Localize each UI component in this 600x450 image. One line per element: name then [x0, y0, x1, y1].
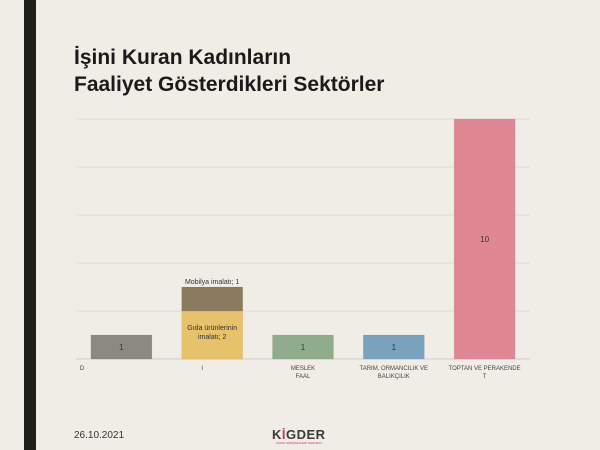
- x-tick-label: TARIM, ORMANCILIK VE BALIKÇILIK: [360, 366, 429, 380]
- bar-segment: [272, 334, 334, 360]
- logo-subtitle: KADIN GİRİŞİMCİLERİ DERNEĞİ: [276, 441, 322, 445]
- x-tick-label: MESLEK FAAL: [291, 366, 315, 380]
- bar-data-label: 1: [301, 343, 306, 352]
- logo: KİGDER: [272, 427, 326, 442]
- bar-segment: [181, 286, 243, 312]
- x-tick-label: I: [201, 366, 203, 372]
- bar-segment: [181, 310, 243, 360]
- bar-segment: [363, 334, 425, 360]
- logo-text-left: K: [272, 427, 282, 442]
- bar-data-label: Mobilya imalatı; 1: [185, 279, 240, 286]
- slide-title: İşini Kuran Kadınların Faaliyet Gösterdi…: [74, 44, 384, 98]
- bar-segment: [453, 118, 516, 360]
- title-line-2: Faaliyet Gösterdikleri Sektörler: [74, 73, 385, 96]
- x-tick-label: D: [80, 366, 85, 372]
- bar-data-label: Gıda ürünlerinin imalatı; 2: [187, 325, 237, 341]
- bar-data-label: 1: [119, 343, 124, 352]
- bar-data-label: 1: [392, 343, 397, 352]
- logo-text-accent: İ: [281, 427, 287, 442]
- bar-data-label: 10: [480, 235, 489, 244]
- x-tick-label: TOPTAN VE PERAKENDE T: [449, 366, 521, 380]
- title-line-1: İşini Kuran Kadınların: [74, 46, 292, 69]
- footer-date: 26.10.2021: [74, 430, 125, 441]
- logo-text-right: GDER: [286, 427, 326, 442]
- bar-segment: [90, 334, 153, 360]
- slide-accent-bar: [24, 0, 36, 450]
